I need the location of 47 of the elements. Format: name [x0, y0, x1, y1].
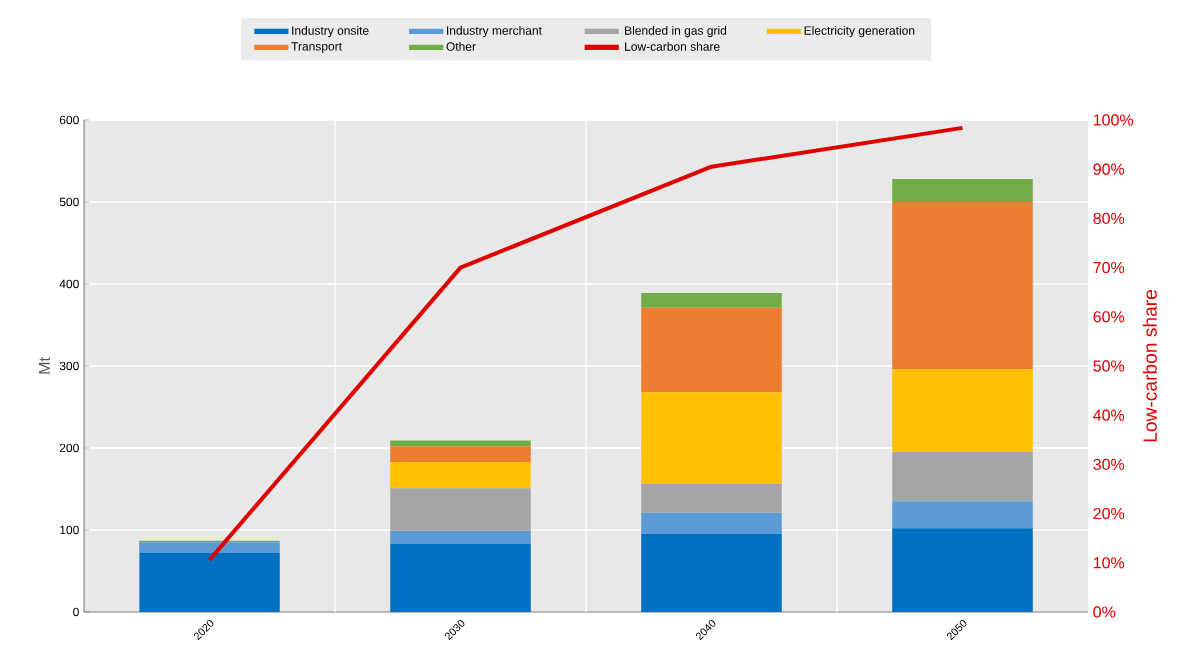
- y2-tick-label: 100%: [1093, 114, 1134, 126]
- y-tick-label: 600: [59, 115, 79, 125]
- y-tick-label: 200: [59, 443, 79, 453]
- bar: [390, 446, 531, 462]
- y2-axis-title: Low-carbon share: [1142, 290, 1157, 442]
- bar: [641, 307, 782, 393]
- bar: [892, 452, 1033, 502]
- legend-label: Electricity generation: [804, 25, 915, 38]
- bar: [390, 488, 531, 531]
- y2-tick-label: 20%: [1093, 507, 1125, 520]
- legend-label: Industry onsite: [292, 25, 369, 38]
- y2-tick-label: 60%: [1093, 311, 1125, 323]
- legend-label: Low-carbon share: [625, 41, 720, 51]
- y-tick-label: 300: [59, 361, 79, 371]
- y-axis-title: Mt: [39, 357, 51, 374]
- bar: [892, 528, 1033, 612]
- bar: [641, 484, 782, 513]
- y2-tick-label: 30%: [1093, 458, 1125, 471]
- bar: [641, 512, 782, 535]
- bar: [641, 392, 782, 485]
- y2-tick-label: 90%: [1093, 163, 1125, 175]
- y2-tick-label: 40%: [1093, 409, 1125, 421]
- bar: [892, 369, 1033, 453]
- y2-tick-label: 70%: [1093, 261, 1125, 274]
- y2-tick-label: 80%: [1093, 212, 1125, 225]
- bar: [139, 552, 280, 612]
- bar: [641, 293, 782, 308]
- y-tick-label: 400: [59, 279, 79, 289]
- bar: [390, 543, 531, 612]
- bar: [390, 530, 531, 544]
- bar: [892, 201, 1033, 370]
- y2-tick-label: 50%: [1093, 360, 1125, 372]
- y2-tick-label: 10%: [1093, 557, 1125, 569]
- y2-tick-label: 0%: [1093, 606, 1116, 618]
- bar: [641, 534, 782, 612]
- legend-label: Industry merchant: [447, 25, 542, 38]
- legend-label: Blended in gas grid: [625, 25, 727, 38]
- y-tick-label: 0: [73, 607, 79, 617]
- bar: [390, 461, 531, 489]
- legend-label: Other: [446, 41, 476, 51]
- bar: [892, 501, 1033, 529]
- y-tick-label: 500: [59, 197, 79, 207]
- line-series: [207, 125, 965, 562]
- bar: [139, 542, 280, 553]
- legend-label: Transport: [291, 42, 342, 53]
- y-tick-label: 100: [60, 525, 79, 535]
- bar: [892, 179, 1033, 202]
